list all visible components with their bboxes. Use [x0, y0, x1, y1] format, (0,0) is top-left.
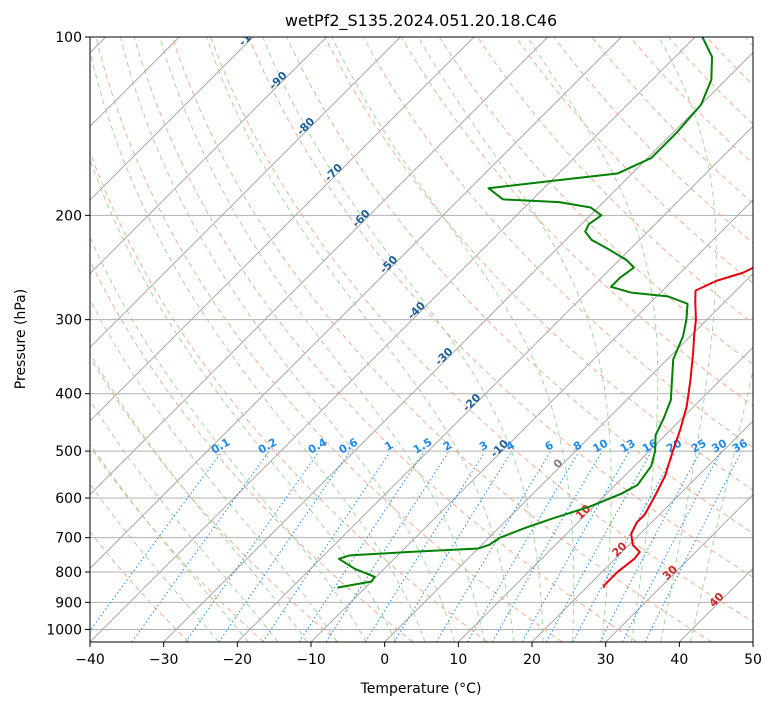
y-tick-label: 600	[55, 491, 82, 507]
mixing-ratio-line	[90, 452, 222, 632]
dry-adiabat-line	[439, 37, 753, 365]
moist-adiabat-line	[262, 37, 544, 642]
dry-adiabat-line	[95, 37, 563, 642]
dry-adiabat-line	[286, 37, 753, 534]
dry-adiabat-line	[90, 356, 339, 642]
dewpoint-line	[337, 37, 714, 589]
dry-adiabat-line	[90, 259, 414, 642]
y-tick-label: 800	[55, 565, 82, 581]
moist-adiabat-line	[90, 236, 367, 642]
moist-adiabat-line	[90, 399, 279, 642]
y-tick-label: 700	[55, 531, 82, 547]
isotherm-line	[163, 52, 753, 642]
isotherm-label: -100	[236, 20, 265, 49]
mixing-ratio-line	[491, 452, 602, 642]
mixing-ratio-line	[467, 452, 580, 642]
temperature-line	[602, 266, 753, 589]
x-tick-label: 20	[523, 652, 541, 668]
isotherm-line	[90, 37, 548, 496]
pressure-gridlines	[90, 37, 753, 630]
isotherm-line	[90, 37, 327, 275]
moist-adiabat-line	[90, 443, 249, 642]
mixing-ratio-line	[435, 452, 551, 642]
x-tick-label: −10	[296, 652, 326, 668]
dry-adiabat-line	[248, 37, 753, 578]
moist-adiabat-line	[159, 37, 485, 642]
isotherm-line	[384, 273, 753, 642]
y-tick-label: 500	[55, 444, 82, 460]
mixing-ratio-line	[185, 452, 319, 642]
y-axis-label: Pressure (hPa)	[13, 289, 29, 389]
y-axis-ticks: 100 200 300 400 500 600 700 800 900 1000	[46, 30, 90, 638]
x-axis-ticks: −40 −30 −20 −10 0 10 20 30 40 50	[75, 642, 762, 668]
dry-adiabat-line	[324, 37, 753, 491]
chart-title: wetPf2_S135.2024.051.20.18.C46	[285, 11, 557, 31]
x-tick-label: 40	[670, 652, 688, 668]
mixing-ratio-line	[364, 452, 486, 642]
plot-area: -100-90-80-70-60-50-40-30-20-10010203040…	[90, 20, 753, 642]
mixing-ratio-line	[393, 452, 512, 642]
x-axis-label: Temperature (°C)	[360, 681, 482, 697]
isotherm-line	[458, 346, 753, 642]
moist-adiabat-lines	[90, 37, 753, 642]
x-tick-label: −30	[149, 652, 179, 668]
moist-adiabat-line	[417, 37, 612, 642]
dry-adiabat-line	[90, 531, 190, 642]
mixing-ratio-line	[521, 452, 630, 642]
moist-adiabat-line	[331, 37, 575, 642]
moist-adiabat-line	[206, 37, 515, 642]
mixing-ratio-line	[131, 452, 269, 642]
y-tick-label: 900	[55, 595, 82, 611]
x-tick-label: 30	[597, 652, 615, 668]
mixing-ratio-line	[325, 452, 449, 642]
dry-adiabat-line	[363, 37, 753, 449]
isotherm-line	[90, 37, 475, 422]
moist-adiabat-line	[90, 352, 308, 642]
dry-adiabat-line	[401, 37, 753, 407]
dry-adiabat-line	[133, 37, 638, 642]
dry-adiabat-line	[592, 37, 753, 204]
dry-adiabat-line	[554, 37, 753, 244]
mixing-ratio-line	[298, 452, 424, 642]
moist-adiabat-line	[658, 37, 717, 642]
y-tick-label: 100	[55, 30, 82, 46]
y-tick-label: 1000	[46, 622, 82, 638]
isotherm-line	[605, 494, 753, 642]
x-tick-label: 50	[744, 652, 762, 668]
y-tick-label: 200	[55, 208, 82, 224]
sounding-series	[337, 37, 753, 589]
x-tick-label: −40	[75, 652, 105, 668]
mixing-ratio-lines	[90, 452, 742, 642]
isotherm-line	[90, 37, 401, 348]
moist-adiabat-line	[526, 37, 659, 642]
x-tick-label: −20	[223, 652, 253, 668]
dry-adiabat-line	[515, 37, 753, 284]
mixing-ratio-line	[545, 452, 652, 642]
isotherm-line	[90, 37, 696, 642]
moist-adiabat-line	[120, 37, 456, 642]
dry-adiabat-lines	[90, 37, 753, 642]
x-tick-label: 10	[449, 652, 467, 668]
x-tick-label: 0	[380, 652, 389, 668]
y-tick-label: 300	[55, 313, 82, 329]
isotherm-line	[90, 37, 622, 569]
plot-frame	[89, 36, 754, 643]
moist-adiabat-line	[90, 483, 220, 642]
moist-adiabat-line	[90, 49, 426, 642]
isotherm-line	[90, 37, 254, 201]
mixing-ratio-line	[644, 452, 742, 642]
isotherm-line	[237, 125, 753, 642]
moist-adiabat-line	[90, 158, 397, 642]
y-tick-label: 400	[55, 387, 82, 403]
